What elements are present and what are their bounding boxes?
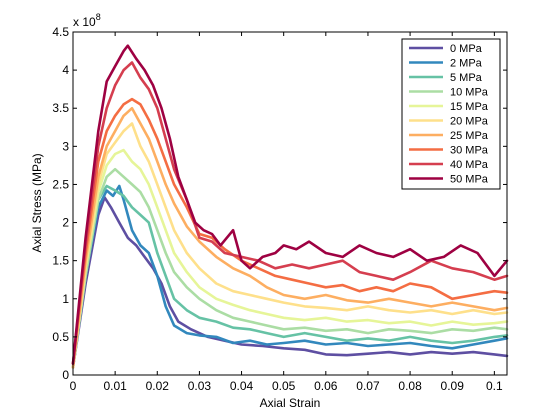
- y-axis-ticks: 0 0.5 1 1.5 2 2.5 3 3.5 4 4.5: [52, 25, 507, 382]
- x-tick-label: 0.03: [188, 379, 212, 393]
- series-line-0: [71, 196, 509, 369]
- y-tick-label: 1: [62, 292, 69, 306]
- legend-label: 15 MPa: [450, 101, 489, 113]
- y-tick-label: 2: [62, 216, 69, 230]
- legend-label: 0 MPa: [450, 43, 483, 55]
- legend-label: 50 MPa: [450, 174, 489, 186]
- x-tick-label: 0: [70, 379, 77, 393]
- y-tick-label: 3.5: [52, 101, 69, 115]
- x-tick-label: 0.1: [486, 379, 503, 393]
- series-layer: [71, 44, 509, 369]
- legend-label: 5 MPa: [450, 72, 483, 84]
- y-multiplier: x 108: [73, 12, 101, 29]
- legend-label: 40 MPa: [450, 159, 489, 171]
- y-tick-label: 0.5: [52, 330, 69, 344]
- series-line-2: [71, 184, 509, 369]
- x-axis-ticks: 0 0.01 0.02 0.03 0.04 0.05 0.06 0.07 0.08 0.09 0.1: [70, 32, 503, 393]
- y-axis-title: Axial Stress (MPa): [30, 153, 44, 252]
- y-multiplier-label: x 10: [73, 15, 96, 29]
- legend-label: 2 MPa: [450, 58, 483, 70]
- legend-label: 20 MPa: [450, 116, 489, 128]
- plot-frame: [72, 31, 508, 376]
- x-tick-label: 0.04: [230, 379, 254, 393]
- y-tick-label: 0: [62, 368, 69, 382]
- series-line-6: [71, 106, 509, 369]
- x-axis-title: Axial Strain: [260, 396, 321, 410]
- legend-label: 30 MPa: [450, 145, 489, 157]
- series-line-8: [71, 61, 509, 365]
- x-tick-label: 0.02: [146, 379, 170, 393]
- series-line-5: [71, 122, 509, 369]
- y-tick-label: 1.5: [52, 254, 69, 268]
- y-tick-label: 3: [62, 139, 69, 153]
- x-tick-label: 0.06: [314, 379, 338, 393]
- series-line-1: [71, 184, 509, 369]
- series-line-9: [71, 44, 509, 365]
- x-tick-label: 0.09: [441, 379, 465, 393]
- y-tick-label: 2.5: [52, 177, 69, 191]
- legend-label: 25 MPa: [450, 130, 489, 142]
- series-line-3: [71, 167, 509, 369]
- y-multiplier-exponent: 8: [96, 12, 101, 22]
- series-line-4: [71, 148, 509, 369]
- legend-label: 10 MPa: [450, 87, 489, 99]
- legend: 0 MPa 2 MPa 5 MPa 10 MPa 15 MPa 20 MPa 25 MPa 3…: [401, 38, 501, 190]
- x-tick-label: 0.01: [103, 379, 127, 393]
- y-tick-label: 4.5: [52, 25, 69, 39]
- y-tick-label: 4: [62, 63, 69, 77]
- x-tick-label: 0.08: [398, 379, 422, 393]
- x-tick-label: 0.07: [356, 379, 380, 393]
- x-tick-label: 0.05: [272, 379, 296, 393]
